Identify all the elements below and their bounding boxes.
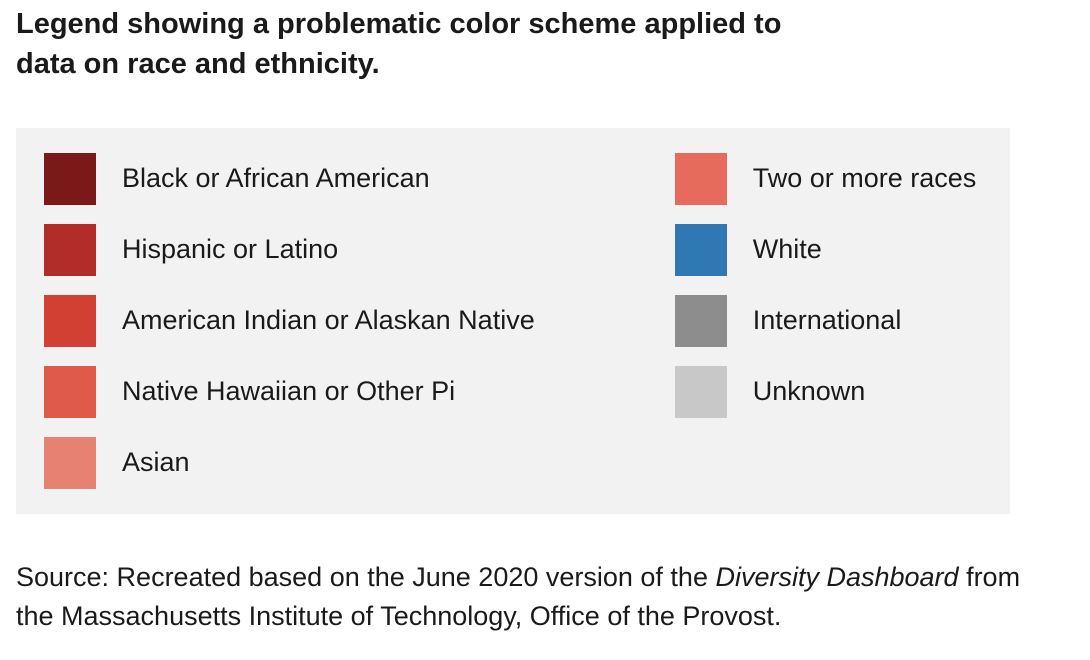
figure-title: Legend showing a problematic color schem… [16, 4, 806, 84]
legend-entry: Black or African American [44, 153, 535, 205]
legend-entry: American Indian or Alaskan Native [44, 295, 535, 347]
source-italic: Diversity Dashboard [715, 562, 958, 592]
swatch-icon [44, 224, 96, 276]
legend-label: Asian [122, 448, 190, 478]
legend-column-left: Black or African American Hispanic or La… [44, 153, 535, 489]
swatch-icon [44, 153, 96, 205]
swatch-icon [675, 295, 727, 347]
swatch-icon [675, 153, 727, 205]
legend-entry: Native Hawaiian or Other Pi [44, 366, 535, 418]
legend-entry: Two or more races [675, 153, 977, 205]
legend-entry: Hispanic or Latino [44, 224, 535, 276]
source-prefix: Source: Recreated based on the June 2020… [16, 562, 715, 592]
swatch-icon [44, 366, 96, 418]
legend-entry: Unknown [675, 366, 977, 418]
swatch-icon [675, 366, 727, 418]
page-root: Legend showing a problematic color schem… [0, 0, 1090, 636]
source-line: Source: Recreated based on the June 2020… [16, 558, 1026, 636]
legend-entry: Asian [44, 437, 535, 489]
legend-label: American Indian or Alaskan Native [122, 306, 535, 336]
swatch-icon [44, 295, 96, 347]
legend-label: White [753, 235, 822, 265]
legend-label: Two or more races [753, 164, 977, 194]
legend-label: Native Hawaiian or Other Pi [122, 377, 455, 407]
legend-label: International [753, 306, 902, 336]
legend-label: Unknown [753, 377, 866, 407]
legend-label: Black or African American [122, 164, 430, 194]
legend-label: Hispanic or Latino [122, 235, 338, 265]
legend-column-right: Two or more races White International Un… [675, 153, 977, 489]
swatch-icon [44, 437, 96, 489]
swatch-icon [675, 224, 727, 276]
legend-entry: International [675, 295, 977, 347]
legend-entry: White [675, 224, 977, 276]
legend-panel: Black or African American Hispanic or La… [16, 128, 1010, 514]
